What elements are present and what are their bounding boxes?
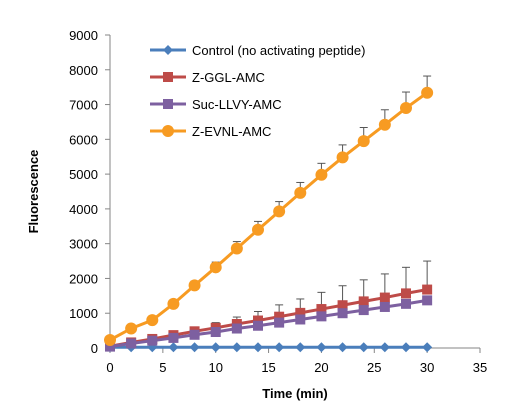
data-point	[401, 298, 411, 309]
legend-label: Z-GGL-AMC	[192, 70, 265, 85]
data-point	[210, 342, 221, 353]
data-point	[125, 322, 138, 335]
legend-item: Z-EVNL-AMC	[150, 124, 271, 139]
axis-ticks: 0 1000 2000 3000 4000 5000 6000 7000 8000 9000 0 5 1…	[69, 28, 487, 375]
legend-item: Suc-LLVY-AMC	[150, 97, 282, 112]
data-point	[167, 297, 180, 310]
x-tick-label: 20	[314, 360, 328, 375]
data-point	[316, 304, 327, 315]
data-point	[421, 86, 434, 99]
data-point	[253, 315, 263, 326]
data-point	[168, 332, 179, 343]
data-point	[253, 320, 263, 331]
data-point	[295, 342, 306, 353]
data-point	[105, 341, 115, 352]
data-point	[357, 135, 370, 148]
data-point	[274, 342, 285, 353]
data-point	[294, 186, 307, 199]
data-point	[337, 308, 348, 319]
y-tick-label: 7000	[69, 98, 98, 113]
series	[105, 295, 433, 352]
data-point	[336, 151, 349, 164]
data-point	[231, 342, 242, 353]
x-tick-label: 35	[473, 360, 487, 375]
y-tick-label: 2000	[69, 271, 98, 286]
data-point	[252, 223, 264, 236]
legend-item: Z-GGL-AMC	[150, 70, 265, 85]
y-tick-label: 1000	[69, 306, 98, 321]
data-point	[189, 342, 200, 353]
legend-label: Z-EVNL-AMC	[192, 124, 271, 139]
data-point	[379, 292, 390, 303]
data-point	[163, 72, 173, 82]
series-line	[109, 298, 428, 349]
x-tick-label: 25	[367, 360, 381, 375]
y-tick-label: 4000	[69, 202, 98, 217]
data-point	[316, 342, 327, 353]
data-point	[231, 323, 242, 334]
data-point	[358, 342, 369, 353]
x-tick-label: 15	[261, 360, 275, 375]
y-tick-label: 3000	[69, 237, 98, 252]
legend-label: Suc-LLVY-AMC	[192, 97, 282, 112]
data-point	[230, 242, 243, 255]
y-tick-label: 5000	[69, 167, 98, 182]
y-tick-label: 6000	[69, 132, 98, 147]
data-point	[209, 261, 222, 274]
series-line	[109, 91, 429, 342]
data-point	[274, 317, 285, 328]
data-point	[295, 314, 306, 325]
data-point	[253, 342, 263, 353]
data-point	[422, 342, 433, 353]
series	[104, 86, 434, 347]
x-tick-label: 10	[208, 360, 222, 375]
series	[105, 342, 433, 353]
data-point	[315, 168, 328, 181]
data-point	[163, 45, 173, 55]
data-point	[337, 342, 348, 353]
x-tick-label: 30	[420, 360, 434, 375]
data-point	[358, 296, 369, 307]
data-point	[146, 314, 159, 327]
series-line	[109, 288, 428, 348]
data-point	[316, 311, 327, 322]
legend: Control (no activating peptide) Z-GGL-AMC…	[150, 43, 365, 139]
data-point	[337, 300, 348, 311]
data-point	[126, 338, 137, 349]
data-point	[379, 301, 390, 312]
y-axis-title: Fluorescence	[26, 150, 41, 234]
data-point	[401, 288, 411, 299]
data-point	[210, 327, 221, 338]
data-point	[274, 311, 285, 322]
y-tick-label: 8000	[69, 63, 98, 78]
data-point	[379, 342, 390, 353]
data-point	[422, 284, 433, 295]
y-tick-label: 9000	[69, 28, 98, 43]
data-point	[163, 99, 173, 109]
x-tick-label: 0	[106, 360, 113, 375]
data-point	[168, 342, 179, 353]
x-axis-title: Time (min)	[262, 386, 328, 401]
data-point	[422, 295, 433, 306]
y-tick-label: 0	[91, 341, 98, 356]
data-point	[378, 118, 391, 131]
data-point	[295, 307, 306, 318]
legend-item: Control (no activating peptide)	[150, 43, 365, 58]
series-layer	[104, 86, 434, 353]
data-point	[147, 335, 158, 346]
data-point	[273, 205, 286, 218]
data-point	[400, 102, 412, 115]
x-tick-label: 5	[159, 360, 166, 375]
data-point	[162, 125, 174, 137]
data-point	[401, 342, 411, 353]
legend-label: Control (no activating peptide)	[192, 43, 365, 58]
data-point	[189, 329, 200, 340]
data-point	[188, 279, 201, 292]
data-point	[104, 334, 116, 347]
data-point	[358, 305, 369, 316]
